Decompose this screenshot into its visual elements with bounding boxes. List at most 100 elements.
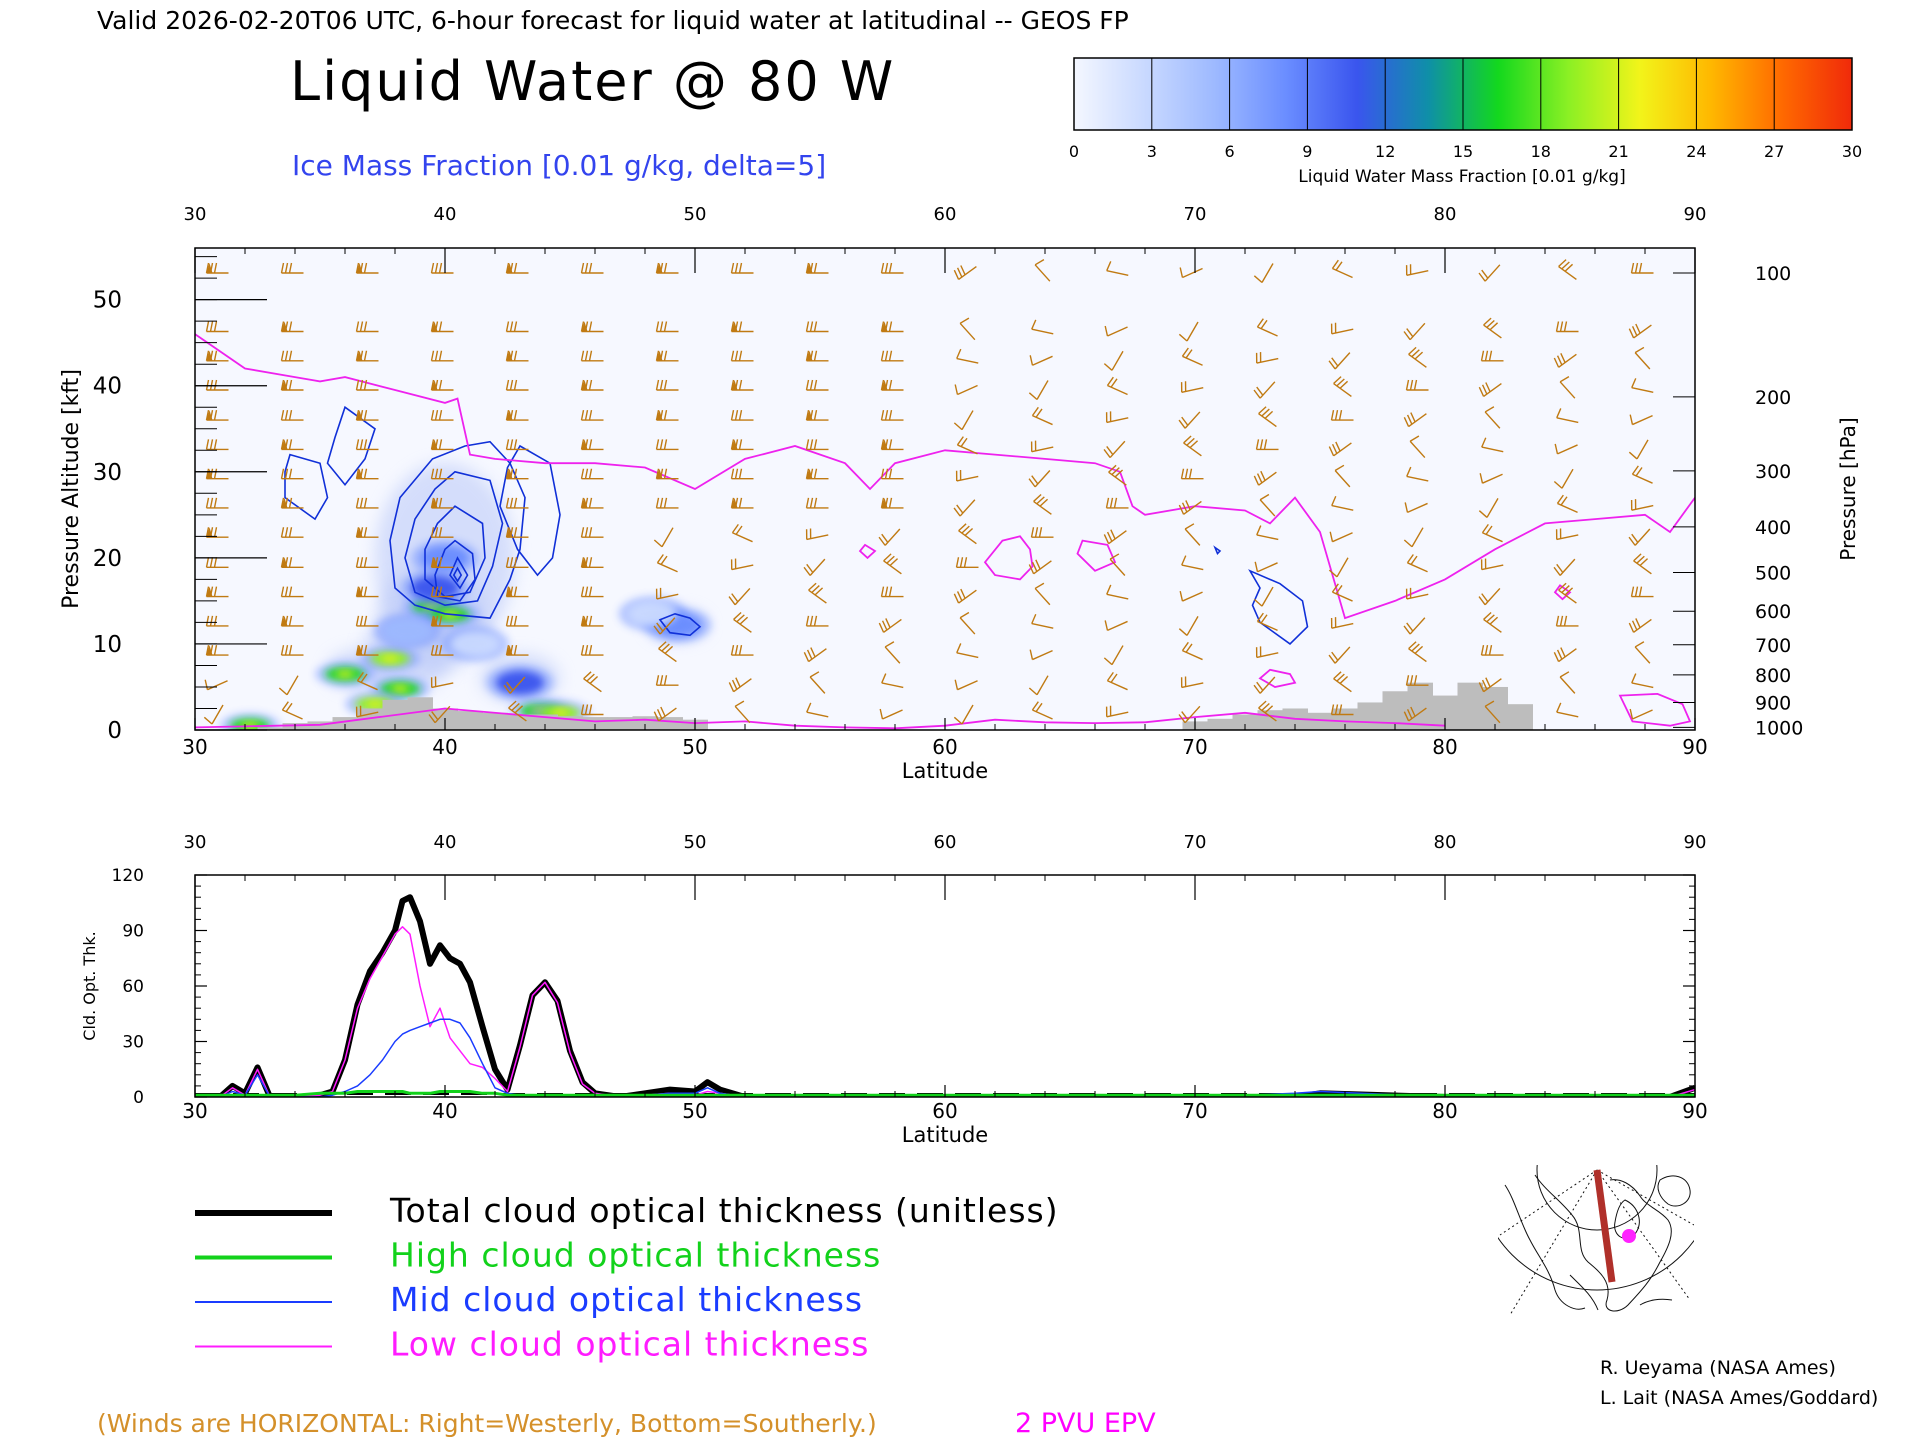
wind-barb-feather xyxy=(739,616,749,625)
wind-barb-feather xyxy=(1109,705,1112,716)
wind-barb-feather xyxy=(513,497,518,509)
wind-barb-feather xyxy=(805,439,810,450)
wind-barb-feather xyxy=(1029,355,1034,366)
wind-barb xyxy=(503,676,526,694)
top-y-tick-label: 0 xyxy=(107,718,122,744)
wind-barb-feather xyxy=(1630,586,1635,597)
wind-barb-feather xyxy=(505,262,510,274)
wind-barb xyxy=(1553,647,1577,663)
wind-barb-glyph xyxy=(1628,618,1652,633)
wind-barb-staff xyxy=(1109,558,1126,576)
wind-barb-feather xyxy=(288,586,293,597)
wind-barb-pennant xyxy=(356,410,363,421)
wind-barb-feather xyxy=(588,379,593,391)
wind-barb xyxy=(203,704,224,725)
wind-barb-feather xyxy=(284,586,289,597)
wind-barb-glyph xyxy=(1553,647,1577,663)
wind-barb xyxy=(1559,376,1576,399)
wind-barb-feather xyxy=(803,652,810,662)
wind-barb xyxy=(1028,559,1052,575)
top-y-tick-label: 10 xyxy=(93,632,122,658)
wind-barb-staff xyxy=(1261,586,1274,607)
wind-barb-staff xyxy=(958,589,977,604)
wind-barb-staff xyxy=(961,410,974,430)
wind-barb-glyph xyxy=(884,641,901,664)
wind-barb xyxy=(1478,587,1501,606)
wind-barb xyxy=(806,702,829,718)
wind-barb-glyph xyxy=(1333,376,1352,398)
bottom-x-tick-label: 40 xyxy=(432,1099,457,1123)
wind-barb-feather xyxy=(1256,386,1264,396)
wind-barb xyxy=(1258,700,1277,722)
wind-barb-glyph xyxy=(1405,379,1429,391)
wind-barb-staff xyxy=(883,618,902,633)
wind-barb xyxy=(655,379,679,391)
wind-barb xyxy=(1181,641,1203,661)
top-x-tick-label: 30 xyxy=(182,735,207,759)
wind-barb-glyph xyxy=(655,675,679,686)
wind-barb xyxy=(805,468,829,480)
wind-barb xyxy=(1629,414,1653,426)
wind-barb-glyph xyxy=(355,615,379,627)
wind-barb-glyph xyxy=(956,436,978,455)
wind-barb-glyph xyxy=(730,409,754,421)
wind-barb-feather xyxy=(1178,628,1188,636)
wind-barb-staff xyxy=(1557,502,1578,514)
wind-barb-feather xyxy=(880,379,885,391)
wind-barb-feather xyxy=(1555,615,1560,627)
wind-barb-glyph xyxy=(1334,464,1351,488)
wind-barb-glyph xyxy=(878,618,902,633)
colorbar-tick-label: 6 xyxy=(1225,142,1235,161)
wind-barb-feather xyxy=(1628,451,1638,460)
wind-barb-glyph xyxy=(880,321,904,333)
wind-barb-staff xyxy=(1559,381,1576,399)
wind-barb-feather xyxy=(513,586,518,597)
epv-2pvu-contour xyxy=(983,535,1034,581)
wind-barb-glyph xyxy=(356,671,378,691)
wind-barb-glyph xyxy=(1478,382,1502,398)
terrain-bar xyxy=(1232,714,1258,730)
colorbar-label: Liquid Water Mass Fraction [0.01 g/kg] xyxy=(1298,167,1625,187)
wind-barb-feather xyxy=(505,615,510,627)
wind-barb-glyph xyxy=(1105,705,1129,718)
wind-barb-glyph xyxy=(1555,321,1579,333)
wind-barb-staff xyxy=(1184,528,1201,546)
wind-barb-glyph xyxy=(880,439,904,451)
wind-barb-staff xyxy=(1182,267,1203,279)
wind-barb xyxy=(580,409,604,421)
wind-barb-feather xyxy=(1110,673,1118,683)
wind-barb xyxy=(505,615,529,627)
wind-barb-staff xyxy=(1482,532,1503,543)
wind-barb-feather xyxy=(953,507,961,517)
wind-barb-glyph xyxy=(355,557,379,568)
wind-barb-feather xyxy=(1189,440,1199,449)
wind-barb-feather xyxy=(1559,615,1564,627)
wind-barb-staff xyxy=(957,444,978,455)
wind-barb-feather xyxy=(360,673,368,683)
bottom-y-tick-label: 0 xyxy=(133,1088,144,1108)
wind-barb-staff xyxy=(809,676,826,694)
wind-barb-staff xyxy=(1332,532,1353,543)
wind-barb-feather xyxy=(730,262,735,274)
bottom-y-tick-label: 90 xyxy=(122,922,144,942)
epv-2pvu-contour xyxy=(1076,539,1117,572)
liquid-water-blob xyxy=(383,619,432,644)
wind-barb xyxy=(734,700,751,724)
wind-barb-feather xyxy=(888,350,893,361)
wind-barb-staff xyxy=(1558,589,1577,604)
wind-barb xyxy=(1556,408,1579,424)
wind-barb-staff xyxy=(1409,617,1426,635)
wind-barb-glyph xyxy=(1484,406,1501,429)
wind-barb-glyph xyxy=(280,379,304,391)
wind-barb xyxy=(205,615,229,627)
wind-barb-feather xyxy=(656,622,664,632)
wind-barb-feather xyxy=(1178,419,1186,429)
wind-barb-glyph xyxy=(205,439,229,451)
wind-barb-feather xyxy=(1335,585,1343,595)
wind-barb xyxy=(1483,317,1502,339)
wind-barb-feather xyxy=(953,593,960,604)
wind-barb-feather xyxy=(881,620,888,631)
wind-barb-glyph xyxy=(355,527,379,538)
wind-barb-feather xyxy=(888,586,893,597)
wind-barb-pennant xyxy=(506,645,513,656)
